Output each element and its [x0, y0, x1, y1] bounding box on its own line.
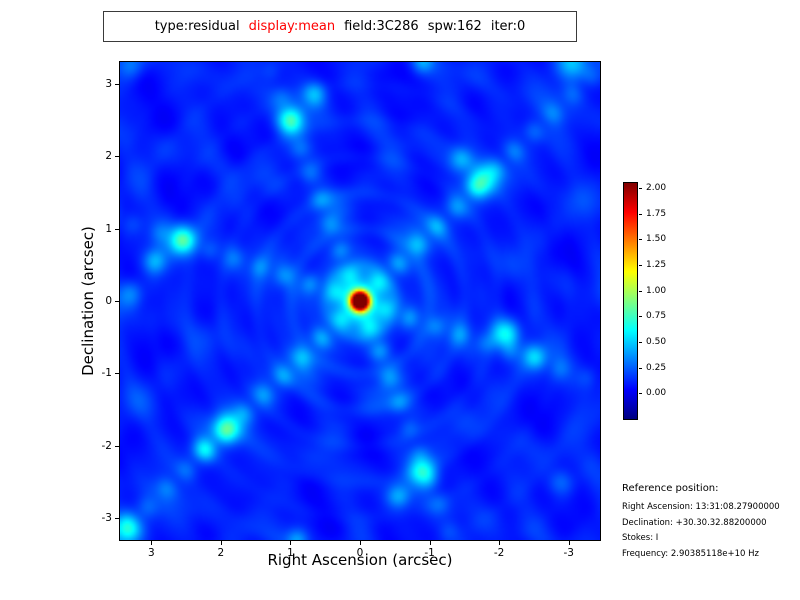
y-tick-label: 0 — [105, 295, 112, 307]
x-tick-mark — [360, 541, 361, 545]
x-tick-label: -2 — [493, 547, 505, 559]
y-tick-mark — [115, 228, 119, 230]
colorbar-tick-label: 1.00 — [646, 285, 667, 296]
colorbar-tick-label: 0.00 — [646, 388, 667, 399]
colorbar-tick-mark — [639, 342, 642, 344]
title-segment-display: display:mean — [248, 19, 336, 34]
x-tick-label: -1 — [424, 547, 435, 559]
y-tick-mark — [115, 156, 119, 158]
x-tick-label: -3 — [563, 547, 574, 559]
y-tick-label: 2 — [105, 150, 112, 163]
x-tick-mark — [220, 541, 222, 545]
y-tick-label: 3 — [105, 77, 112, 90]
colorbar-tick-label: 0.75 — [646, 311, 667, 322]
x-tick-label: 0 — [356, 547, 364, 559]
x-axis-label: Right Ascension (arcsec) — [267, 551, 453, 569]
colorbar-tick-mark — [639, 265, 642, 267]
title-segment-iter: iter:0 — [490, 19, 526, 34]
reference-heading: Reference position: — [622, 483, 719, 494]
title-bar: type:residual display:mean field:3C286 s… — [103, 11, 577, 42]
reference-line-stokes: Stokes: I — [622, 533, 659, 543]
colorbar-tick-label: 1.25 — [646, 260, 667, 271]
x-tick-label: 3 — [147, 547, 155, 559]
x-tick-mark — [568, 541, 570, 545]
x-tick-mark — [499, 541, 501, 545]
colorbar-tick-label: 1.50 — [646, 234, 667, 245]
y-tick-label: -3 — [101, 512, 112, 525]
colorbar — [623, 182, 638, 420]
x-tick-mark — [429, 541, 431, 545]
y-tick-mark — [115, 445, 119, 447]
y-tick-mark — [115, 83, 119, 85]
y-tick-mark — [115, 518, 119, 520]
reference-line-frequency: Frequency: 2.90385118e+10 Hz — [622, 548, 759, 559]
y-axis-label: Declination (arcsec) — [79, 226, 97, 376]
y-tick-label: 1 — [105, 222, 112, 235]
colorbar-tick-label: 0.50 — [646, 337, 667, 348]
title-segment-type: type:residual — [154, 19, 240, 34]
colorbar-tick-label: 0.25 — [646, 362, 667, 373]
y-tick-label: -2 — [101, 439, 112, 452]
plot-area — [119, 61, 601, 541]
x-tick-label: 2 — [217, 547, 225, 559]
colorbar-tick-mark — [639, 213, 642, 215]
colorbar-tick-mark — [639, 290, 642, 292]
residual-heatmap-image — [120, 62, 600, 540]
reference-line-ra: Right Ascension: 13:31:08.27900000 — [622, 502, 780, 512]
colorbar-tick-label: 1.75 — [646, 208, 667, 219]
y-tick-mark — [115, 373, 119, 375]
x-tick-mark — [151, 541, 153, 545]
y-tick-mark — [115, 301, 119, 302]
colorbar-tick-mark — [639, 393, 642, 395]
title-segment-spw: spw:162 — [427, 19, 482, 34]
colorbar-tick-mark — [639, 367, 642, 369]
colorbar-gradient — [624, 183, 637, 419]
reference-line-dec: Declination: +30.30.32.88200000 — [622, 517, 767, 528]
colorbar-tick-label: 2.00 — [646, 183, 667, 194]
title-segment-field: field:3C286 — [344, 19, 419, 34]
colorbar-tick-mark — [639, 316, 642, 318]
x-tick-mark — [290, 541, 292, 545]
reference-position-block: Reference position: Right Ascension: 13:… — [622, 483, 794, 564]
y-tick-label: -1 — [101, 367, 112, 380]
colorbar-tick-mark — [639, 188, 642, 190]
x-tick-label: 1 — [287, 547, 294, 559]
colorbar-tick-mark — [639, 239, 642, 241]
